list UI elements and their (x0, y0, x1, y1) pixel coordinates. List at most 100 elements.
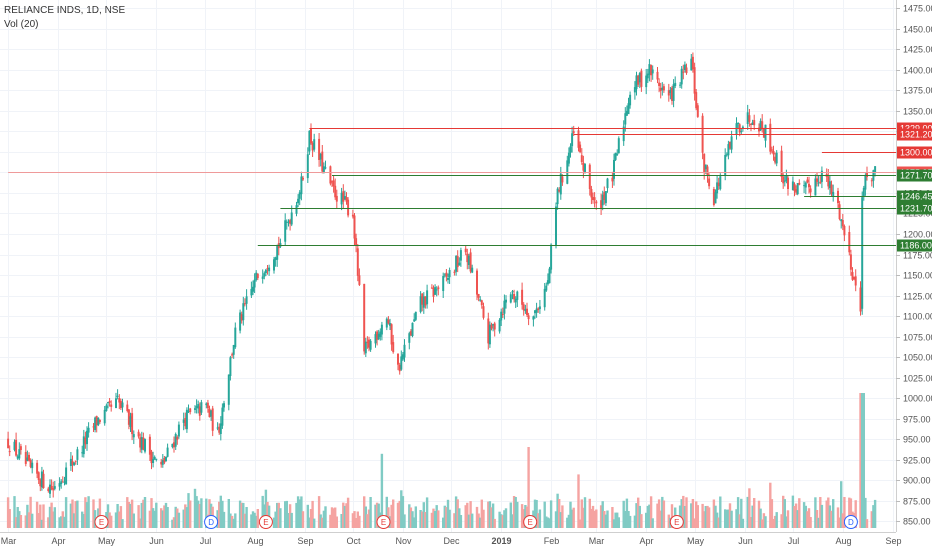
price-tick-label: 1125.00 (903, 292, 932, 302)
candle-body (434, 287, 437, 295)
volume-bar (8, 509, 11, 528)
volume-bar (430, 512, 434, 528)
candle-body (319, 154, 322, 160)
volume-bar (277, 502, 280, 528)
candle-body (81, 452, 84, 454)
volume-bar (369, 497, 372, 528)
candle-body (796, 183, 799, 195)
candle-body (651, 69, 654, 74)
candle-body (240, 314, 243, 321)
candle-body (28, 454, 30, 461)
candle-body (252, 286, 254, 292)
candle-body (171, 443, 174, 447)
volume-bar (691, 499, 695, 528)
candle-body (94, 417, 97, 430)
volume-bar (380, 453, 384, 529)
volume-bar (583, 497, 587, 528)
volume-bar (6, 497, 10, 528)
event-marker-label: E (528, 518, 533, 527)
volume-bar (491, 503, 495, 528)
volume-bar (319, 514, 322, 528)
volume-bar (582, 507, 585, 528)
price-axis[interactable]: 850.00 875.00 900.00 925.00 950.00 975.00 1000… (896, 0, 932, 550)
candle-body (579, 144, 582, 153)
candle-body (477, 294, 480, 298)
candle-body (173, 442, 175, 448)
candle-body (408, 333, 411, 343)
volume-bar (577, 474, 580, 528)
candle-body (401, 354, 404, 360)
candle-body (492, 323, 495, 326)
candle-body (511, 291, 514, 293)
candle-body (276, 246, 279, 260)
candle-body (447, 277, 449, 280)
volume-bar (696, 505, 699, 528)
candle-body (380, 324, 383, 335)
candle-body (546, 280, 549, 285)
volume-bar (458, 508, 461, 528)
volume-bar (177, 512, 181, 528)
volume-bar (635, 503, 638, 528)
dividend-marker (204, 515, 219, 529)
candle-body (211, 408, 214, 431)
time-axis[interactable]: Mar Apr May Jun Jul Aug Sep Oct Nov Dec 2019 Feb Mar… (0, 532, 932, 550)
candle-body (424, 296, 427, 306)
candle-body (82, 436, 85, 455)
volume-bar (409, 507, 413, 528)
candle-body (398, 364, 401, 372)
candle-body (15, 439, 18, 456)
candle-body (526, 308, 528, 315)
candle-body (690, 58, 693, 71)
earnings-marker (523, 515, 538, 529)
volume-bar (153, 510, 156, 528)
volume-bar (182, 509, 185, 528)
volume-bar (69, 503, 73, 528)
volume-bar (612, 519, 616, 528)
volume-bar (601, 501, 604, 528)
volume-bar (288, 504, 292, 528)
volume-bar (443, 505, 446, 528)
candle-body (770, 149, 773, 151)
candle-body (16, 456, 19, 459)
volume-bar (414, 506, 417, 528)
volume-bar (603, 511, 606, 528)
candle-body (435, 289, 438, 291)
time-axis-background (0, 532, 932, 550)
volume-bar (625, 498, 629, 528)
volume-bar (358, 515, 361, 528)
candle-body (727, 144, 730, 156)
volume-bar (490, 507, 493, 528)
volume-bar (712, 499, 716, 528)
volume-bar (287, 513, 290, 528)
volume-bar (616, 512, 619, 528)
volume-bar (617, 517, 620, 528)
volume-bar (707, 507, 711, 528)
candle-body (556, 188, 559, 205)
candle-body (516, 291, 519, 300)
volume-bar (14, 517, 18, 528)
volume-bar (836, 507, 840, 528)
volume-bar (42, 504, 45, 528)
volume-bar (693, 518, 696, 528)
candle-body (806, 179, 809, 183)
volume-bar (701, 503, 704, 528)
volume-bar (330, 507, 334, 528)
candle-body (437, 287, 440, 290)
candle-body (729, 141, 731, 148)
candle-body (535, 308, 538, 313)
candle-body (31, 462, 34, 469)
candle-body (413, 319, 416, 322)
volume-bar (717, 517, 720, 528)
volume-bar (243, 513, 247, 528)
candle-body (840, 219, 843, 222)
volume-bar (126, 497, 129, 528)
candle-body (543, 288, 546, 308)
volume-bar (580, 499, 583, 528)
candle-body (588, 164, 591, 189)
volume-bar (332, 508, 335, 528)
volume-bar (648, 504, 651, 528)
candle-body (409, 331, 412, 335)
event-marker-label: E (99, 518, 104, 527)
candle-body (119, 401, 122, 409)
